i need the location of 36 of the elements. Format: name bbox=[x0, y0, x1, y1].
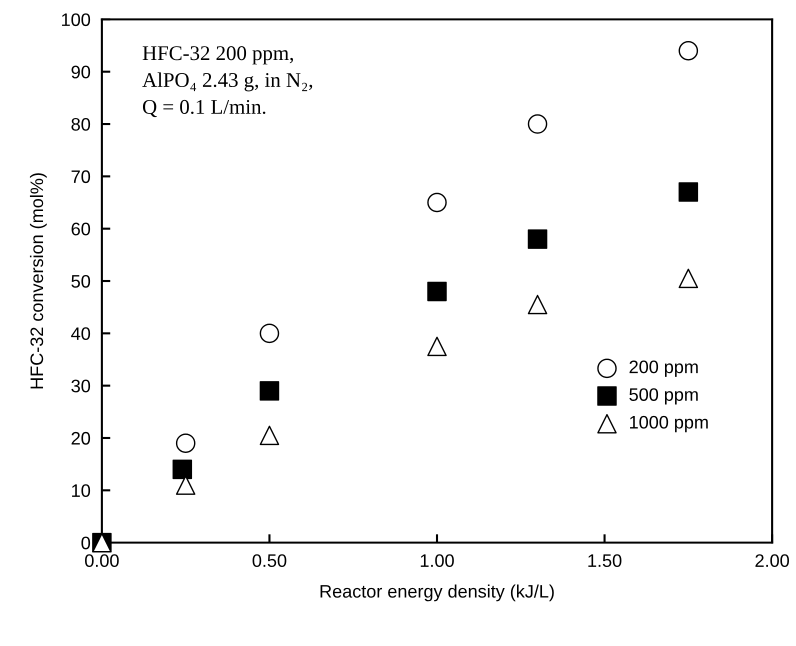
point bbox=[172, 460, 192, 480]
point bbox=[678, 182, 698, 202]
x-tick-label: 1.50 bbox=[588, 554, 622, 568]
point bbox=[427, 192, 447, 212]
point bbox=[528, 229, 548, 249]
y-tick-label: 80 bbox=[71, 118, 90, 131]
point bbox=[260, 324, 280, 344]
legend-label: 1000 ppm bbox=[630, 416, 708, 432]
y-tick-label: 60 bbox=[72, 222, 90, 236]
legend-label: 200 ppm bbox=[630, 360, 698, 377]
point bbox=[427, 336, 447, 356]
y-tick-label: 50 bbox=[71, 274, 90, 288]
y-tick-label: 40 bbox=[71, 327, 90, 340]
y-axis-title: HFC-32 conversion (mol%) bbox=[30, 173, 47, 388]
point bbox=[260, 381, 280, 401]
x-tick-label: 1.00 bbox=[420, 554, 454, 568]
y-tick-label: 20 bbox=[72, 432, 90, 445]
point bbox=[427, 282, 447, 302]
point bbox=[260, 426, 280, 446]
point bbox=[528, 114, 548, 134]
annotation: HFC-32 200 ppm, AlPO₄ 2.43 g, in N₂, Q = 0.1 L/min. bbox=[142, 46, 312, 118]
y-tick-label: 100 bbox=[62, 13, 90, 26]
y-tick-label: 30 bbox=[71, 380, 90, 392]
point bbox=[528, 294, 548, 314]
x-tick-label: 0.50 bbox=[252, 554, 286, 568]
y-tick-label: 0 bbox=[81, 536, 90, 550]
y-tick-label: 10 bbox=[72, 484, 90, 498]
legend-label: 500 ppm bbox=[629, 388, 698, 405]
y-tick-label: 90 bbox=[72, 66, 90, 78]
point bbox=[678, 41, 698, 61]
y-tick-label: 70 bbox=[72, 170, 90, 184]
x-tick-label: 0.00 bbox=[85, 554, 119, 568]
x-axis-title: Reactor energy density (kJ/L) bbox=[320, 584, 554, 602]
x-tick-label: 2.00 bbox=[755, 554, 789, 568]
point bbox=[176, 433, 196, 453]
point bbox=[678, 268, 698, 288]
